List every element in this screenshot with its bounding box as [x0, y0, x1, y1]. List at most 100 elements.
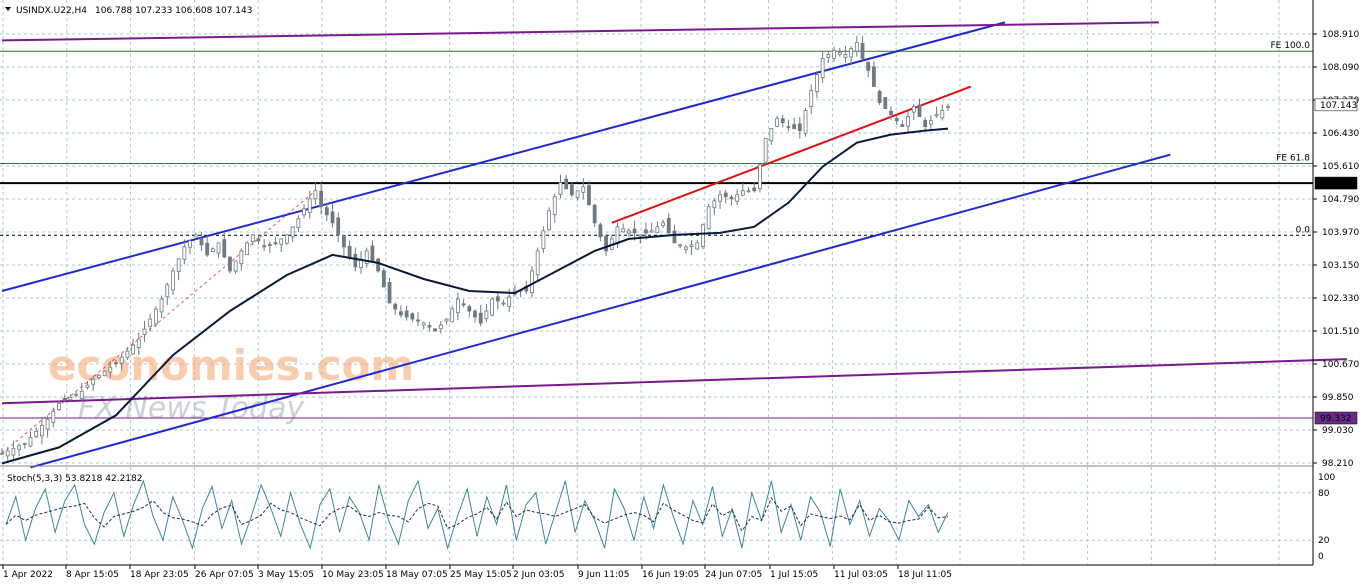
candle-body: [427, 325, 432, 328]
candle-body: [410, 313, 415, 320]
candle-body: [934, 114, 939, 117]
candle-body: [148, 318, 153, 328]
candle-body: [250, 234, 255, 243]
candle-body: [450, 308, 455, 323]
stoch-grid: [0, 467, 1313, 564]
time-tick-label: 18 Jul 11:05: [898, 570, 952, 580]
candle-body: [792, 124, 797, 130]
candle-body: [740, 190, 745, 196]
time-tick-label: 24 Jun 07:05: [705, 570, 762, 580]
candle-body: [416, 319, 420, 322]
candle-body: [461, 303, 466, 306]
candle-body: [296, 218, 301, 228]
time-tick-label: 2 Jun 03:05: [513, 570, 564, 580]
candle-body: [587, 185, 591, 206]
fib-label: FE 100.0: [1271, 41, 1311, 51]
candle-body: [689, 244, 694, 247]
candle-body: [923, 119, 928, 128]
price-tick-label: 108.090: [1322, 63, 1359, 73]
candle-body: [404, 310, 409, 318]
stoch-tick-label: 0: [1318, 552, 1324, 562]
time-axis: 1 Apr 2022 8 Apr 15:05 18 Apr 23:05 26 Apr …: [2, 565, 952, 580]
fib-labels: FE 100.0 FE 61.8 0.0: [1271, 41, 1311, 235]
candle-body: [79, 390, 84, 399]
candle-body: [307, 198, 312, 214]
trendlines: [1, 21, 1347, 469]
watermark-line1: economies.com: [48, 341, 414, 390]
candle-body: [940, 110, 945, 119]
candle-body: [68, 396, 73, 401]
candle-body: [626, 230, 631, 234]
level-price-label: 105.192: [1320, 179, 1357, 189]
price-tick-label: 103.970: [1322, 228, 1359, 238]
candle-body: [182, 246, 187, 260]
candle-body: [22, 442, 27, 445]
candle-body: [279, 238, 284, 245]
ohlc-values: 106.788 107.233 106.608 107.143: [95, 6, 252, 16]
candle-body: [222, 239, 227, 258]
dropdown-triangle-icon[interactable]: [5, 7, 11, 11]
candle-body: [228, 256, 232, 272]
candle-body: [541, 230, 546, 249]
fib-label: FE 61.8: [1276, 154, 1310, 164]
price-tick-label: 108.910: [1322, 30, 1359, 40]
candle-body: [119, 356, 124, 364]
candle-body: [837, 52, 842, 55]
candle-body: [530, 270, 534, 294]
stoch-tick-label: 100: [1318, 473, 1335, 483]
candle-body: [735, 194, 740, 202]
candle-body: [701, 224, 705, 247]
candle-body: [456, 298, 460, 314]
candle-body: [929, 120, 933, 125]
time-tick-label: 18 May 07:05: [386, 570, 448, 580]
watermark: economies.com FX News Today: [48, 341, 414, 426]
stoch-tick-label: 80: [1318, 489, 1330, 499]
candle-body: [758, 164, 762, 189]
candle-body: [17, 445, 21, 450]
candle-body: [313, 190, 318, 200]
candle-body: [786, 126, 791, 129]
candle-body: [894, 118, 899, 122]
time-tick-label: 9 Jun 11:05: [578, 570, 629, 580]
candle-body: [421, 322, 426, 326]
candle-body: [558, 182, 563, 195]
candle-body: [604, 235, 608, 252]
candle-body: [809, 90, 814, 107]
candle-body: [193, 234, 198, 238]
candle-body: [695, 242, 700, 250]
symbol-label: USINDX.U22,H4: [16, 6, 87, 16]
candle-body: [826, 54, 831, 58]
candle-body: [324, 207, 329, 216]
candle-body: [199, 237, 204, 246]
candle-body: [28, 436, 33, 447]
candle-body: [752, 187, 757, 192]
candle-body: [273, 242, 278, 245]
candle-body: [917, 104, 922, 117]
candle-body: [245, 242, 249, 255]
candle-body: [678, 244, 683, 247]
price-tick-label: 98.210: [1322, 459, 1354, 469]
trendline-red_trend: [611, 85, 972, 224]
candle-body: [319, 190, 324, 208]
candle-body: [342, 235, 346, 248]
time-tick-label: 3 May 15:05: [258, 570, 314, 580]
candle-body: [911, 106, 916, 113]
candle-body: [775, 118, 779, 127]
candle-body: [723, 192, 728, 198]
candle-body: [843, 54, 848, 58]
stoch-signal-line: [5, 497, 949, 533]
candle-body: [718, 194, 722, 202]
candle-body: [285, 234, 289, 244]
price-tick-label: 105.610: [1322, 162, 1359, 172]
candle-body: [330, 211, 335, 224]
time-tick-label: 1 Apr 2022: [3, 570, 53, 580]
candle-body: [661, 222, 665, 226]
candle-body: [575, 190, 580, 198]
candle-body: [746, 190, 751, 193]
candle-body: [171, 270, 175, 291]
candle-body: [490, 298, 494, 316]
stoch-tick-label: 20: [1318, 536, 1330, 546]
candle-body: [159, 298, 164, 313]
candle-body: [11, 447, 16, 456]
